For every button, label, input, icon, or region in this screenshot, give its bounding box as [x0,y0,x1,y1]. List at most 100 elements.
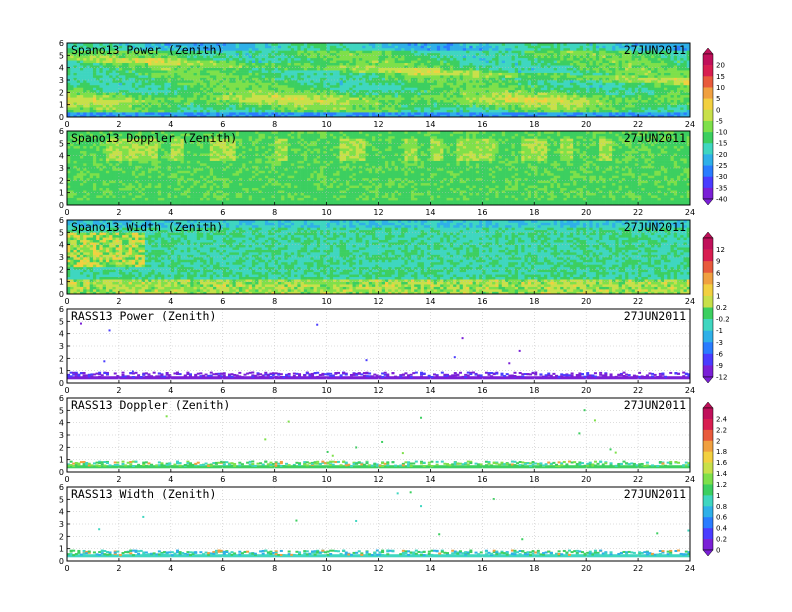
heatmap-cell [261,112,266,115]
heatmap-cell [553,87,558,91]
heatmap-cell [576,65,580,68]
heatmap-cell [148,104,152,108]
heatmap-cell [550,75,555,78]
heatmap-cell [248,62,253,66]
heatmap-cell [174,43,178,46]
heatmap-cell [297,65,301,68]
heatmap-cell [433,47,438,51]
heatmap-cell [508,92,512,96]
heatmap-cell [384,97,389,101]
heatmap-cell [284,112,288,115]
heatmap-cell [167,114,172,118]
heatmap-cell [417,82,421,86]
heatmap-cell [479,65,483,68]
heatmap-cell [190,60,194,64]
heatmap-cell [79,104,84,108]
heatmap-cell [540,104,545,108]
heatmap-cell [537,75,542,78]
heatmap-cell [164,60,168,64]
heatmap-cell [144,67,149,71]
heatmap-cell [479,75,483,78]
heatmap-cell [284,84,288,88]
heatmap-cell [595,107,600,110]
heatmap-cell [261,72,266,76]
heatmap-cell [135,112,139,115]
heatmap-cell [508,75,512,78]
heatmap-cell [540,84,545,88]
heatmap-cell [595,55,600,59]
heatmap-cell [300,102,305,105]
heatmap-cell [164,45,168,49]
heatmap-cell [592,45,597,49]
heatmap-cell [531,99,535,103]
heatmap-cell [190,94,194,98]
heatmap-cell [190,47,194,51]
heatmap-cell [527,55,532,59]
heatmap-cell [79,55,84,59]
heatmap-cell [76,107,81,110]
heatmap-cell [410,114,415,118]
heatmap-cell [352,50,357,54]
heatmap-cell [359,112,363,115]
heatmap-cell [602,102,606,105]
heatmap-cell [566,72,571,76]
heatmap-cell [346,99,350,103]
heatmap-cell [261,80,266,83]
heatmap-cell [320,94,324,98]
heatmap-cell [446,77,451,81]
heatmap-cell [307,57,311,61]
heatmap-cell [589,75,593,78]
heatmap-cell [378,65,383,68]
heatmap-cell [112,109,116,113]
heatmap-cell [449,45,454,49]
heatmap-cell [547,75,551,78]
heatmap-cell [430,97,434,101]
heatmap-cell [472,45,477,49]
heatmap-cell [86,87,91,91]
heatmap-cell [196,70,201,73]
heatmap-cell [534,94,538,98]
heatmap-cell [89,92,94,96]
heatmap-cell [595,72,600,76]
heatmap-cell [294,43,298,46]
heatmap-cell [213,67,217,71]
heatmap-cell [511,65,516,68]
heatmap-cell [566,107,571,110]
heatmap-cell [407,70,412,73]
heatmap-cell [264,102,269,105]
heatmap-cell [238,92,243,96]
heatmap-cell [238,97,243,101]
heatmap-cell [531,112,535,115]
heatmap-cell [200,109,204,113]
heatmap-cell [349,72,353,76]
heatmap-cell [144,55,149,59]
heatmap-cell [397,99,402,103]
heatmap-cell [83,67,87,71]
heatmap-cell [255,45,259,49]
heatmap-cell [274,50,279,54]
heatmap-cell [449,94,454,98]
heatmap-cell [576,94,580,98]
heatmap-cell [595,70,600,73]
heatmap-cell [177,62,181,66]
heatmap-cell [453,62,457,66]
heatmap-cell [355,109,360,113]
heatmap-cell [79,80,84,83]
heatmap-cell [459,77,464,81]
heatmap-cell [595,114,600,118]
heatmap-cell [329,72,334,76]
heatmap-cell [423,112,428,115]
heatmap-cell [605,109,610,113]
heatmap-cell [225,97,230,101]
heatmap-cell [118,50,123,54]
heatmap-cell [475,57,480,61]
heatmap-cell [67,92,71,96]
heatmap-cell [109,77,113,81]
heatmap-cell [187,107,191,110]
heatmap-cell [479,109,483,113]
heatmap-cell [397,55,402,59]
heatmap-cell [161,57,165,61]
heatmap-cell [284,50,288,54]
heatmap-cell [355,99,360,103]
heatmap-cell [566,112,571,115]
